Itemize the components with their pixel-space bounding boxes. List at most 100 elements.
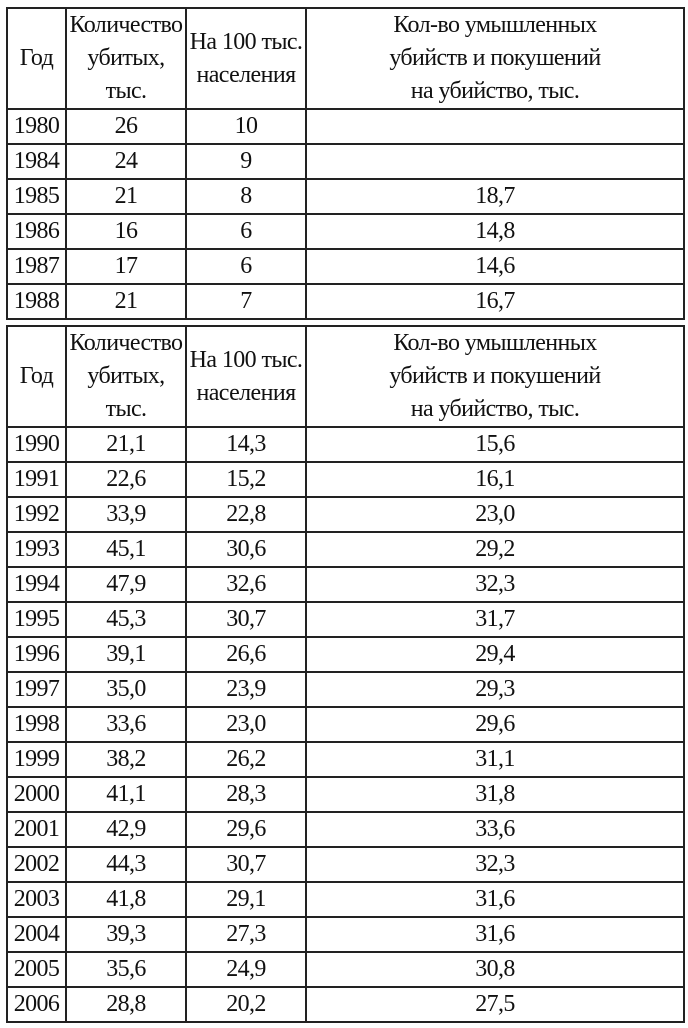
header-murders: Кол-во умышленных убийств и покушений на у… [305, 7, 685, 110]
cell-killed: 44,3 [65, 846, 187, 883]
cell-killed: 16 [65, 213, 187, 250]
cell-murders [305, 108, 685, 145]
cell-killed: 47,9 [65, 566, 187, 603]
header-row: Год Количество убитых, тыс. На 100 тыс. насел… [6, 7, 685, 110]
cell-per-100k: 24,9 [185, 951, 307, 988]
cell-year: 2006 [6, 986, 67, 1023]
table-row: 1980 26 10 [6, 108, 685, 145]
table-row: 2001 42,9 29,6 33,6 [6, 811, 685, 848]
header-per-100k: На 100 тыс. населения [185, 325, 307, 428]
cell-killed: 21 [65, 283, 187, 320]
table-row: 2002 44,3 30,7 32,3 [6, 846, 685, 883]
cell-per-100k: 15,2 [185, 461, 307, 498]
cell-murders: 29,3 [305, 671, 685, 708]
header-year: Год [6, 7, 67, 110]
header-line: населения [196, 61, 296, 88]
header-line: тыс. [105, 78, 147, 104]
cell-murders: 16,7 [305, 283, 685, 320]
cell-year: 2005 [6, 951, 67, 988]
cell-killed: 42,9 [65, 811, 187, 848]
header-line: населения [196, 379, 296, 406]
cell-year: 1991 [6, 461, 67, 498]
header-murders: Кол-во умышленных убийств и покушений на у… [305, 325, 685, 428]
cell-killed: 45,1 [65, 531, 187, 568]
cell-per-100k: 29,1 [185, 881, 307, 918]
cell-per-100k: 30,7 [185, 846, 307, 883]
header-line: Год [19, 45, 54, 71]
header-killed: Количество убитых, тыс. [65, 325, 187, 428]
header-line: на убийство, тыс. [410, 396, 580, 422]
table-row: 1997 35,0 23,9 29,3 [6, 671, 685, 708]
cell-murders: 31,8 [305, 776, 685, 813]
cell-per-100k: 26,6 [185, 636, 307, 673]
header-line: Кол-во умышленных [393, 330, 597, 356]
table-row: 2000 41,1 28,3 31,8 [6, 776, 685, 813]
cell-murders: 29,4 [305, 636, 685, 673]
header-killed: Количество убитых, тыс. [65, 7, 187, 110]
table-row: 2006 28,8 20,2 27,5 [6, 986, 685, 1023]
cell-killed: 39,3 [65, 916, 187, 953]
cell-year: 1986 [6, 213, 67, 250]
table-row: 1999 38,2 26,2 31,1 [6, 741, 685, 778]
cell-murders: 30,8 [305, 951, 685, 988]
cell-year: 1998 [6, 706, 67, 743]
cell-killed: 35,6 [65, 951, 187, 988]
cell-murders: 31,6 [305, 881, 685, 918]
cell-murders: 14,6 [305, 248, 685, 285]
cell-year: 1980 [6, 108, 67, 145]
cell-per-100k: 29,6 [185, 811, 307, 848]
header-line: На 100 тыс. [189, 346, 303, 373]
header-line: убийств и покушений [389, 363, 601, 389]
header-line: на убийство, тыс. [410, 78, 580, 104]
table-row: 1998 33,6 23,0 29,6 [6, 706, 685, 743]
table-row: 1985 21 8 18,7 [6, 178, 685, 215]
cell-killed: 41,8 [65, 881, 187, 918]
cell-killed: 45,3 [65, 601, 187, 638]
table-row: 2005 35,6 24,9 30,8 [6, 951, 685, 988]
cell-year: 1993 [6, 531, 67, 568]
cell-murders: 23,0 [305, 496, 685, 533]
cell-murders [305, 143, 685, 180]
cell-murders: 15,6 [305, 426, 685, 463]
header-per-100k: На 100 тыс. населения [185, 7, 307, 110]
cell-murders: 16,1 [305, 461, 685, 498]
cell-year: 2001 [6, 811, 67, 848]
cell-per-100k: 6 [185, 248, 307, 285]
cell-per-100k: 9 [185, 143, 307, 180]
cell-killed: 21 [65, 178, 187, 215]
header-line: Количество [69, 12, 184, 38]
cell-murders: 29,6 [305, 706, 685, 743]
cell-year: 1997 [6, 671, 67, 708]
table-row: 1987 17 6 14,6 [6, 248, 685, 285]
cell-killed: 21,1 [65, 426, 187, 463]
cell-murders: 29,2 [305, 531, 685, 568]
cell-per-100k: 23,9 [185, 671, 307, 708]
cell-killed: 39,1 [65, 636, 187, 673]
header-line: Кол-во умышленных [393, 12, 597, 38]
table-row: 1984 24 9 [6, 143, 685, 180]
cell-year: 2002 [6, 846, 67, 883]
cell-year: 1987 [6, 248, 67, 285]
cell-per-100k: 7 [185, 283, 307, 320]
table-row: 1990 21,1 14,3 15,6 [6, 426, 685, 463]
cell-per-100k: 27,3 [185, 916, 307, 953]
cell-year: 1999 [6, 741, 67, 778]
statistics-table-1980s: Год Количество убитых, тыс. На 100 тыс. насел… [6, 7, 685, 320]
cell-murders: 32,3 [305, 566, 685, 603]
header-line: тыс. [105, 396, 147, 422]
cell-year: 1992 [6, 496, 67, 533]
cell-year: 1990 [6, 426, 67, 463]
table-row: 1988 21 7 16,7 [6, 283, 685, 320]
cell-per-100k: 26,2 [185, 741, 307, 778]
table-row: 1994 47,9 32,6 32,3 [6, 566, 685, 603]
cell-per-100k: 14,3 [185, 426, 307, 463]
cell-per-100k: 8 [185, 178, 307, 215]
cell-killed: 17 [65, 248, 187, 285]
cell-year: 2000 [6, 776, 67, 813]
cell-per-100k: 28,3 [185, 776, 307, 813]
table-row: 2004 39,3 27,3 31,6 [6, 916, 685, 953]
header-line: Год [19, 363, 54, 389]
cell-murders: 27,5 [305, 986, 685, 1023]
table-row: 1991 22,6 15,2 16,1 [6, 461, 685, 498]
header-year: Год [6, 325, 67, 428]
